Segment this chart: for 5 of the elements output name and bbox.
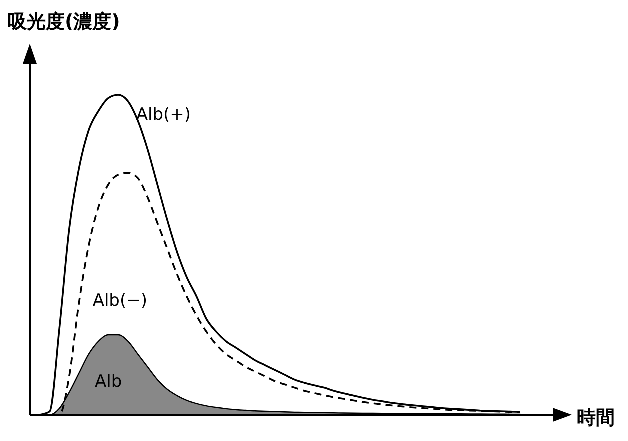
x-axis-title: 時間	[577, 407, 615, 429]
series-label: Alb(−)	[92, 291, 148, 312]
y-axis-title: 吸光度(濃度)	[8, 11, 120, 33]
series-label: Alb(+)	[136, 105, 192, 125]
series-label: Alb	[94, 372, 122, 392]
